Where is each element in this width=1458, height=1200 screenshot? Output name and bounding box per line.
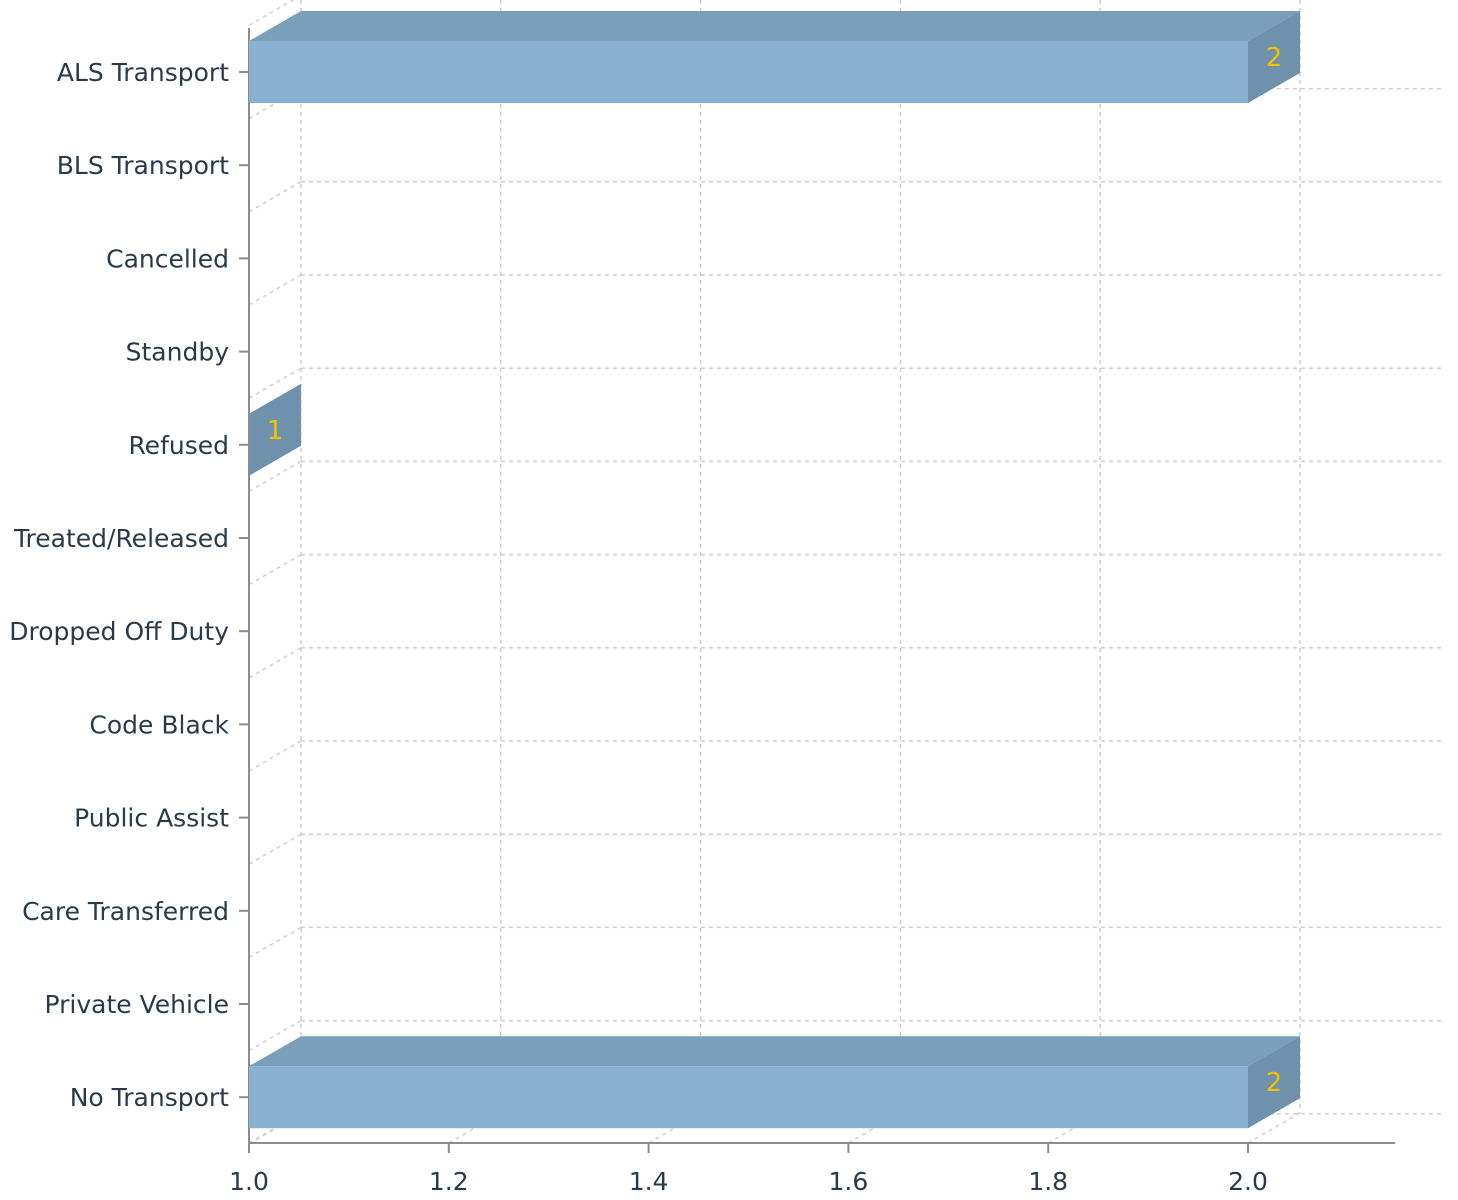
category-label: Private Vehicle xyxy=(44,990,229,1019)
bar-side-face xyxy=(1248,11,1300,103)
grid-line-wall xyxy=(248,833,302,865)
grid-line-wall xyxy=(248,181,302,213)
x-tick-label: 1.8 xyxy=(1028,1167,1068,1196)
grid-lines xyxy=(248,0,1445,1145)
x-tick-label: 2.0 xyxy=(1228,1167,1268,1196)
x-tick-label: 1.6 xyxy=(829,1167,869,1196)
bars xyxy=(249,11,1300,1129)
bar-value-label: 2 xyxy=(1266,43,1283,73)
category-label: Standby xyxy=(126,338,230,367)
category-label: ALS Transport xyxy=(57,58,229,87)
category-label: Code Black xyxy=(89,710,229,739)
category-label: Cancelled xyxy=(106,244,229,273)
grid-line-floor xyxy=(1247,1112,1301,1144)
bar-value-label: 1 xyxy=(267,416,284,446)
bar-front-face xyxy=(249,41,1248,103)
grid-line-wall xyxy=(248,926,302,959)
grid-line-wall xyxy=(248,367,302,399)
x-tick-label: 1.2 xyxy=(429,1167,469,1196)
grid-line-wall xyxy=(248,274,302,306)
grid-line-wall xyxy=(248,553,302,586)
category-label: BLS Transport xyxy=(57,151,229,180)
grid-line-wall xyxy=(248,1019,302,1052)
grid-line-wall xyxy=(248,740,302,772)
bar-front-face xyxy=(249,1066,1248,1129)
grid-line-wall xyxy=(248,460,302,493)
grid-line-wall xyxy=(248,0,295,27)
category-label: Dropped Off Duty xyxy=(9,617,229,646)
category-label: No Transport xyxy=(70,1083,229,1112)
axes xyxy=(239,28,1395,1153)
bar-side-face xyxy=(249,383,301,476)
category-label: Care Transferred xyxy=(22,897,229,926)
bar-value-label: 2 xyxy=(1266,1068,1283,1098)
x-tick-label: 1.0 xyxy=(229,1167,269,1196)
category-label: Public Assist xyxy=(74,804,229,833)
category-label: Refused xyxy=(128,431,229,460)
bar-top-face xyxy=(249,1036,1300,1067)
grid-line-wall xyxy=(248,647,302,679)
bar-side-face xyxy=(1248,1036,1300,1129)
bar-top-face xyxy=(249,11,1300,41)
x-tick-label: 1.4 xyxy=(629,1167,669,1196)
category-label: Treated/Released xyxy=(13,524,229,553)
labels: 1.0 1.2 1.4 1.6 1.8 2.0 ALS Transport BLS Trans… xyxy=(9,43,1282,1196)
